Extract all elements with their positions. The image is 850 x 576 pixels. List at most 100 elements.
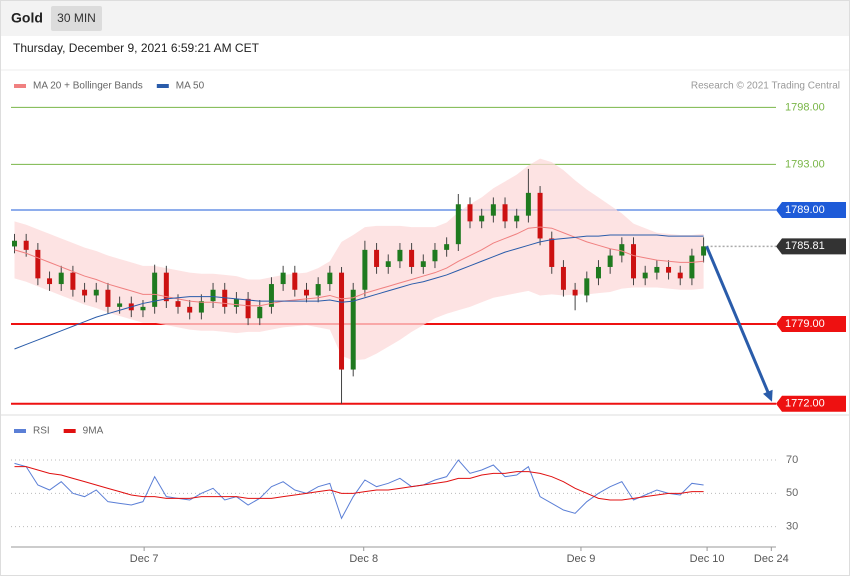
datetime: Thursday, December 9, 2021 6:59:21 AM CE…	[13, 41, 260, 55]
candle-body	[584, 278, 590, 296]
ma-line	[14, 234, 704, 350]
candle-body	[654, 266, 660, 273]
candle-body	[140, 306, 146, 311]
candle-body	[467, 204, 473, 222]
timeframe[interactable]: 30 MIN	[57, 11, 96, 25]
legend-label: MA 50	[176, 81, 205, 92]
candle-body	[117, 303, 123, 307]
candle-body	[549, 238, 555, 267]
candle-body	[362, 249, 368, 290]
candle-body	[397, 249, 403, 262]
candle-body	[303, 289, 309, 296]
candle-body	[455, 204, 461, 245]
x-tick-label: Dec 9	[567, 553, 596, 565]
level-tag	[776, 238, 846, 255]
legend-label: RSI	[33, 426, 50, 437]
timeframe-button[interactable]	[51, 6, 102, 31]
series-line	[14, 459, 704, 520]
candle-body	[619, 244, 625, 256]
legend-swatch	[14, 429, 26, 433]
level-label: 1798.00	[785, 101, 825, 113]
level-tag	[776, 201, 846, 218]
candle-body	[339, 272, 345, 370]
candle-body	[58, 272, 64, 285]
candle-body	[677, 272, 683, 279]
candle-body	[689, 255, 695, 279]
candle-body	[152, 272, 158, 307]
candle-body	[257, 306, 263, 319]
candle-body	[70, 272, 76, 290]
forecast-arrowhead	[762, 389, 773, 402]
header-bar	[1, 1, 849, 36]
candle-body	[409, 249, 415, 267]
candle-body	[187, 306, 193, 313]
y-tick-label: 30	[786, 521, 798, 533]
candle-body	[514, 215, 520, 222]
candle-body	[350, 289, 356, 370]
candle-body	[502, 204, 508, 222]
candle-body	[432, 249, 438, 262]
x-tick-label: Dec 24	[754, 553, 789, 565]
candle-body	[560, 266, 566, 290]
candle-body	[268, 284, 274, 307]
level-label: 1793.00	[785, 158, 825, 170]
x-tick-label: Dec 7	[130, 553, 159, 565]
candle-body	[420, 261, 426, 267]
candle-body	[280, 272, 286, 285]
legend-swatch	[63, 429, 76, 433]
candle-body	[327, 272, 333, 285]
candle-body	[23, 240, 29, 250]
level-label: 1785.81	[785, 240, 825, 252]
y-tick-label: 50	[786, 487, 798, 499]
candle-body	[701, 246, 707, 256]
candle-body	[444, 244, 450, 250]
candle-body	[607, 255, 613, 267]
candle-body	[35, 249, 41, 279]
candle-body	[292, 272, 298, 290]
bollinger-band	[14, 158, 704, 361]
candle-body	[47, 278, 53, 285]
candle-body	[642, 272, 648, 279]
candle-body	[105, 289, 111, 307]
candle-body	[163, 272, 169, 302]
candle-body	[631, 244, 637, 279]
legend-swatch	[156, 84, 169, 88]
legend-label: 9MA	[83, 426, 104, 437]
candle-body	[222, 289, 228, 307]
candle-body	[12, 240, 18, 247]
candle-body	[315, 284, 321, 296]
forecast-arrow	[705, 245, 771, 395]
candle-body	[525, 192, 531, 216]
symbol: Gold	[11, 10, 43, 26]
candle-body	[572, 289, 578, 296]
candle-body	[374, 249, 380, 267]
legend-label: MA 20 + Bollinger Bands	[33, 81, 143, 92]
candle-body	[537, 192, 543, 239]
candle-body	[490, 204, 496, 216]
candle-body	[93, 289, 99, 296]
candle-body	[385, 261, 391, 267]
legend-swatch	[14, 84, 26, 88]
credit: Research © 2021 Trading Central	[691, 81, 840, 92]
candle-body	[198, 301, 204, 313]
series-line	[14, 466, 704, 501]
level-label: 1772.00	[785, 398, 825, 410]
x-tick-label: Dec 8	[349, 553, 378, 565]
candle-body	[245, 298, 251, 319]
level-tag	[776, 395, 846, 412]
y-tick-label: 70	[786, 454, 798, 466]
candle-body	[210, 289, 216, 302]
candle-body	[82, 289, 88, 296]
level-label: 1789.00	[785, 204, 825, 216]
ma-line	[14, 226, 704, 307]
x-tick-label: Dec 10	[690, 553, 725, 565]
candle-body	[595, 266, 601, 279]
candle-body	[175, 301, 181, 307]
level-tag	[776, 315, 846, 332]
candle-body	[233, 298, 239, 307]
candle-body	[666, 266, 672, 273]
level-label: 1779.00	[785, 318, 825, 330]
candle-body	[479, 215, 485, 222]
